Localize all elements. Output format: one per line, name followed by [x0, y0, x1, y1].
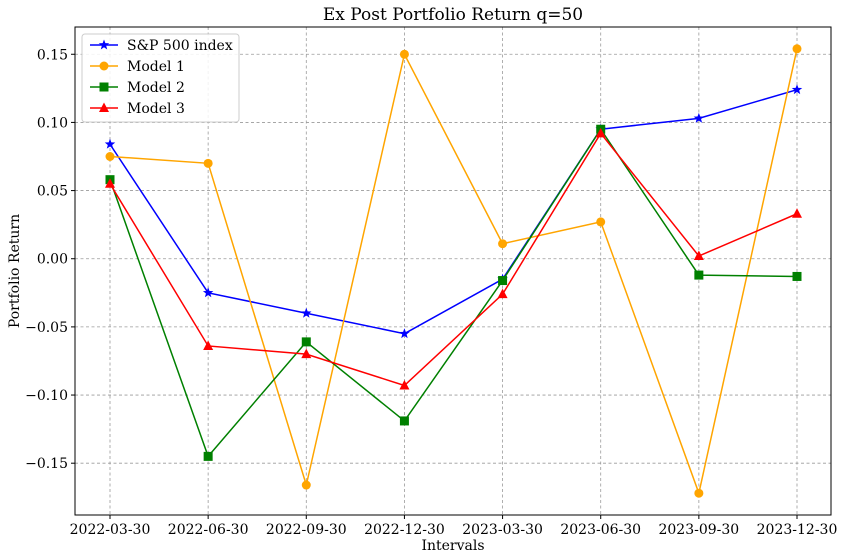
data-point-model-2	[498, 276, 508, 286]
x-tick-label: 2022-03-30	[70, 522, 151, 538]
legend-marker-model-2	[99, 82, 109, 92]
data-point-model-3	[497, 288, 508, 299]
y-tick-label: −0.15	[25, 456, 68, 472]
x-tick-label: 2022-06-30	[168, 522, 249, 538]
series-line-model-2	[109, 127, 798, 458]
data-point-model-2	[694, 270, 704, 280]
legend-label-model-2: Model 2	[127, 80, 185, 96]
legend-label-s-p-500-index: S&P 500 index	[127, 38, 233, 54]
data-point-model-2	[399, 416, 409, 426]
x-tick-label: 2023-06-30	[560, 522, 641, 538]
legend-label-model-3: Model 3	[127, 101, 185, 117]
data-point-model-1	[596, 217, 606, 227]
series-lines	[104, 44, 803, 498]
data-point-model-1	[792, 44, 802, 54]
y-tick-label: −0.05	[25, 320, 68, 336]
series-line-s-p-500-index	[109, 88, 798, 335]
data-point-model-1	[203, 158, 213, 168]
y-tick-label: 0.15	[37, 47, 68, 63]
y-tick-label: 0.10	[37, 115, 68, 131]
data-point-s-p-500-index	[202, 287, 214, 298]
data-point-model-2	[203, 451, 213, 461]
series-model-1	[105, 44, 802, 498]
x-tick-label: 2023-03-30	[462, 522, 543, 538]
y-tick-label: 0.00	[37, 252, 68, 268]
legend-marker-model-3	[99, 102, 109, 112]
data-point-s-p-500-index	[693, 112, 705, 123]
data-point-model-3	[105, 178, 115, 188]
data-point-model-3	[301, 348, 312, 359]
series-line-model-3	[109, 132, 798, 387]
axes: 2022-03-30 2022-06-30 2022-09-30 2022-12-30…	[25, 47, 837, 538]
data-point-model-3	[203, 340, 214, 350]
data-point-model-1	[498, 239, 508, 249]
x-tick-label: 2022-09-30	[266, 522, 347, 538]
series-model-3	[105, 127, 802, 390]
data-point-s-p-500-index	[399, 328, 410, 339]
chart-title: Ex Post Portfolio Return q=50	[323, 5, 583, 25]
data-point-model-2	[792, 271, 802, 281]
data-point-model-3	[595, 127, 606, 138]
data-point-s-p-500-index	[791, 84, 803, 95]
data-point-s-p-500-index	[301, 307, 312, 318]
legend-label-model-1: Model 1	[127, 59, 185, 75]
legend: S&P 500 index Model 1 Model 2 Model 3	[81, 33, 240, 123]
legend-box	[81, 33, 240, 123]
x-tick-label: 2022-12-30	[364, 522, 445, 538]
data-point-model-1	[105, 151, 115, 161]
legend-marker-s-p-500-index	[98, 39, 110, 50]
data-point-s-p-500-index	[104, 138, 116, 149]
data-point-model-2	[301, 337, 311, 347]
x-tick-label: 2023-12-30	[757, 522, 838, 538]
data-point-model-1	[301, 480, 311, 490]
y-axis-label: Portfolio Return	[7, 214, 23, 328]
data-point-model-1	[399, 49, 409, 59]
data-point-model-3	[399, 380, 410, 390]
y-tick-label: 0.05	[37, 184, 68, 200]
series-line-model-1	[109, 48, 798, 496]
data-point-model-1	[694, 488, 704, 498]
data-point-model-3	[792, 208, 802, 218]
y-tick-label: −0.10	[25, 388, 68, 404]
data-point-model-3	[693, 250, 704, 261]
x-axis-label: Intervals	[421, 538, 484, 554]
plot-frame	[74, 26, 832, 516]
x-tick-label: 2023-09-30	[658, 522, 739, 538]
legend-marker-model-1	[99, 61, 109, 71]
